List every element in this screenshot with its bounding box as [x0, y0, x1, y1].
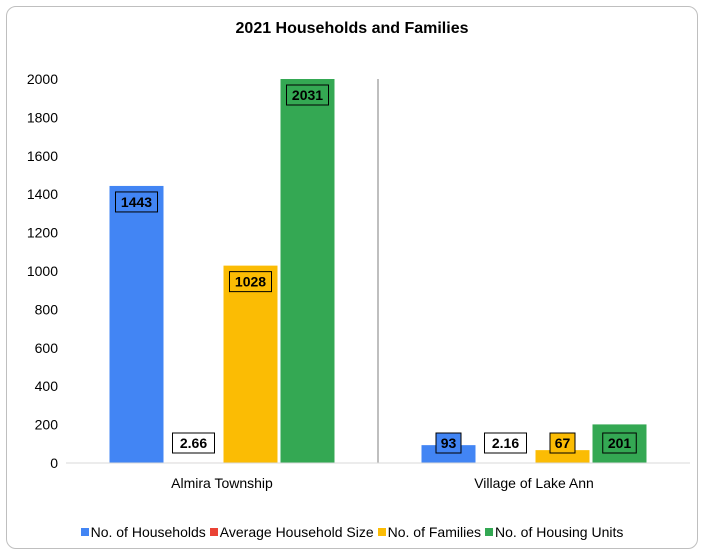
data-label: 2.16 — [492, 435, 519, 451]
data-label-box — [229, 271, 272, 293]
y-tick-label: 1600 — [27, 148, 58, 164]
y-tick-label: 2000 — [27, 71, 58, 87]
data-label-box — [172, 432, 215, 454]
data-label-box — [484, 432, 527, 454]
legend-label: No. of Housing Units — [494, 524, 624, 540]
data-label-box — [435, 432, 462, 454]
y-tick-label: 1800 — [27, 109, 58, 125]
legend-swatch — [80, 528, 89, 537]
legend-label: No. of Households — [90, 524, 206, 540]
chart-legend: No. of Households Average Household Size N… — [0, 524, 704, 540]
data-label-box — [286, 84, 329, 106]
legend-label: No. of Families — [387, 524, 481, 540]
chart-plot: 0 200 400 600 800 1000 1200 1400 1600 1800 2000 144… — [27, 71, 690, 491]
data-label-box — [602, 432, 637, 454]
legend-item: Average Household Size — [209, 524, 374, 540]
legend-swatch — [209, 528, 218, 537]
data-label: 93 — [441, 435, 457, 451]
data-label: 67 — [555, 435, 571, 451]
legend-swatch — [484, 528, 493, 537]
chart-title: 2021 Households and Families — [235, 20, 469, 37]
legend-item: No. of Housing Units — [484, 524, 624, 540]
legend-item: No. of Households — [80, 524, 206, 540]
bar — [421, 445, 476, 463]
bar — [109, 185, 164, 463]
data-label: 1443 — [121, 194, 152, 210]
y-tick-label: 1200 — [27, 225, 58, 241]
y-tick-label: 0 — [50, 455, 58, 471]
bar — [280, 79, 335, 463]
y-tick-label: 1000 — [27, 263, 58, 279]
legend-label: Average Household Size — [219, 524, 374, 540]
y-tick-label: 600 — [35, 340, 59, 356]
x-tick-label: Almira Township — [171, 475, 273, 491]
legend-swatch — [377, 528, 386, 537]
data-label-box — [549, 432, 576, 454]
bar — [535, 450, 590, 463]
data-label: 1028 — [235, 274, 266, 290]
y-tick-label: 200 — [35, 417, 59, 433]
x-tick-label: Village of Lake Ann — [474, 475, 594, 491]
data-label: 201 — [608, 435, 632, 451]
data-label-box — [115, 191, 158, 213]
data-label: 2031 — [292, 87, 323, 103]
y-tick-label: 400 — [35, 378, 59, 394]
bar — [223, 265, 278, 463]
legend-item: No. of Families — [377, 524, 481, 540]
y-tick-label: 1400 — [27, 186, 58, 202]
y-tick-label: 800 — [35, 301, 59, 317]
data-label: 2.66 — [180, 435, 207, 451]
